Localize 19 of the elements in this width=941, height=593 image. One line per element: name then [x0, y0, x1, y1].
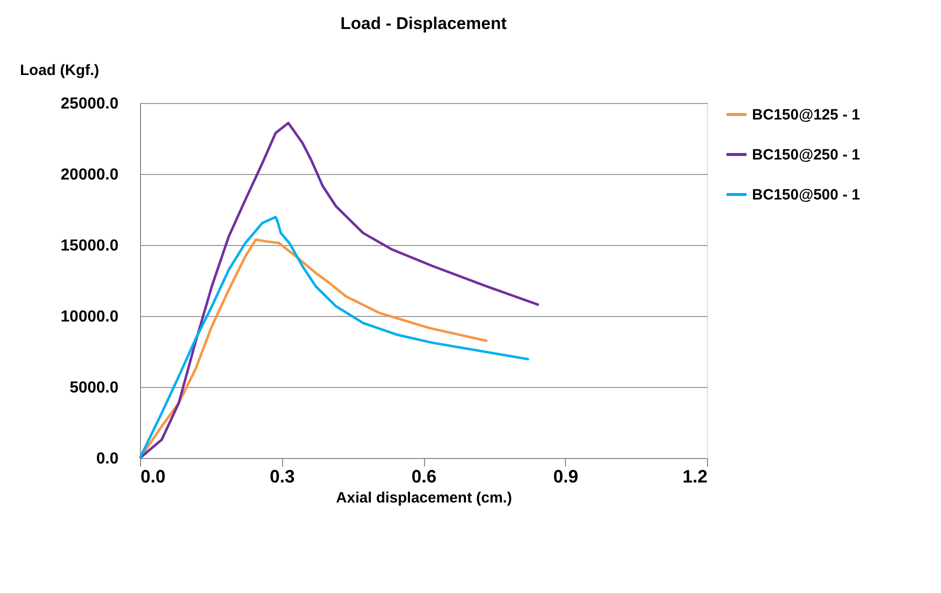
x-tick-label: 0.3: [270, 466, 295, 486]
y-tick-label: 15000.0: [60, 238, 119, 254]
x-tick-label: 0.9: [553, 466, 578, 486]
y-tick-label: 0.0: [96, 450, 119, 468]
y-tick-label: 20000.0: [60, 166, 119, 184]
legend-label: BC150@125 - 1: [752, 106, 860, 124]
legend-label: BC150@500 - 1: [752, 186, 860, 204]
x-tick-label: 1.2: [682, 466, 708, 486]
line-series: [138, 122, 540, 460]
y-tick-label: 25000.0: [60, 96, 119, 112]
y-tick-label: 5000.0: [70, 380, 119, 396]
x-tick-label: 0.0: [140, 466, 166, 486]
x-tick-label: 0.6: [411, 466, 437, 486]
chart-title: Load - Displacement: [340, 14, 507, 33]
line-series: [138, 216, 530, 460]
x-axis-title: Axial displacement (cm.): [336, 490, 512, 506]
legend-label: BC150@250 - 1: [752, 146, 860, 164]
y-axis-title: Load (Kgf.): [20, 62, 100, 79]
y-tick-label: 10000.0: [60, 308, 119, 326]
